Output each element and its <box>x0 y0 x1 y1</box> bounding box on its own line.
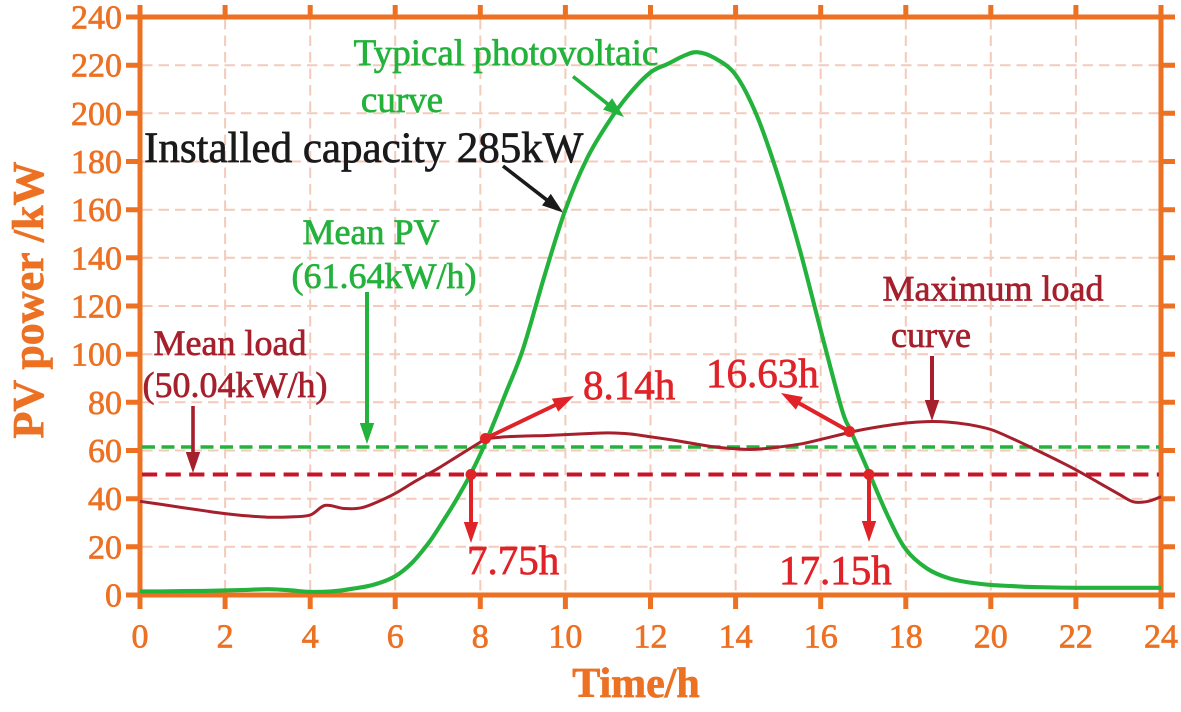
svg-text:200: 200 <box>71 96 122 133</box>
svg-text:20: 20 <box>88 529 122 566</box>
svg-text:2: 2 <box>217 619 234 656</box>
svg-text:(50.04kW/h): (50.04kW/h) <box>143 365 328 405</box>
svg-text:Maximum load: Maximum load <box>883 269 1104 309</box>
svg-text:180: 180 <box>71 144 122 181</box>
svg-text:12: 12 <box>634 619 668 656</box>
svg-text:22: 22 <box>1059 619 1093 656</box>
svg-text:120: 120 <box>71 289 122 326</box>
svg-text:0: 0 <box>105 578 122 615</box>
svg-text:Typical photovoltaic: Typical photovoltaic <box>354 33 659 74</box>
svg-text:18: 18 <box>889 619 923 656</box>
svg-text:8: 8 <box>472 619 489 656</box>
svg-text:Installed capacity 285kW: Installed capacity 285kW <box>144 125 584 172</box>
svg-text:40: 40 <box>88 481 122 518</box>
svg-text:Time/h: Time/h <box>572 661 700 707</box>
svg-text:16.63h: 16.63h <box>706 350 819 396</box>
svg-text:24: 24 <box>1144 619 1178 656</box>
svg-text:Mean PV: Mean PV <box>303 212 440 252</box>
svg-text:17.15h: 17.15h <box>779 547 892 593</box>
svg-text:6: 6 <box>387 619 404 656</box>
svg-text:14: 14 <box>719 619 753 656</box>
svg-text:PV power /kW: PV power /kW <box>4 161 53 438</box>
svg-text:240: 240 <box>71 0 122 37</box>
svg-text:160: 160 <box>71 192 122 229</box>
svg-text:60: 60 <box>88 433 122 470</box>
svg-text:10: 10 <box>548 619 582 656</box>
svg-text:4: 4 <box>302 619 319 656</box>
svg-text:16: 16 <box>804 619 838 656</box>
svg-text:curve: curve <box>891 315 971 355</box>
svg-text:80: 80 <box>88 385 122 422</box>
svg-text:(61.64kW/h): (61.64kW/h) <box>292 256 477 296</box>
svg-text:7.75h: 7.75h <box>467 537 559 583</box>
svg-text:0: 0 <box>132 619 149 656</box>
svg-text:140: 140 <box>71 240 122 277</box>
svg-text:100: 100 <box>71 337 122 374</box>
svg-text:220: 220 <box>71 48 122 85</box>
svg-text:curve: curve <box>361 80 443 121</box>
svg-text:8.14h: 8.14h <box>583 362 675 408</box>
svg-text:Mean load: Mean load <box>154 323 307 363</box>
svg-text:20: 20 <box>974 619 1008 656</box>
